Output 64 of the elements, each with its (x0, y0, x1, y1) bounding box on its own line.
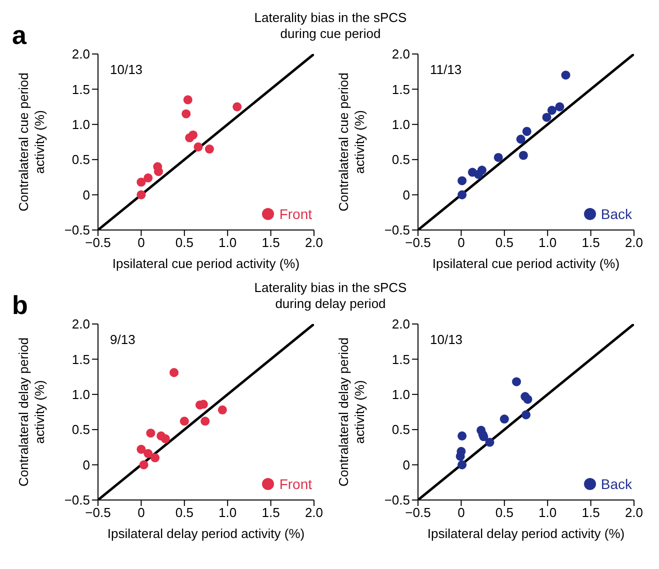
y-tick-label: 1.0 (392, 387, 410, 402)
y-tick-label: 0.5 (72, 422, 90, 438)
y-tick-label: 1.5 (392, 352, 410, 367)
text: b (12, 290, 28, 321)
legend-label: Back (600, 476, 632, 492)
x-tick-label: 1.5 (262, 505, 280, 520)
annotation: 10/13 (110, 62, 143, 77)
y-tick-label: −0.5 (64, 492, 90, 508)
x-tick-label: 0.5 (495, 235, 514, 250)
y-tick-label: 1.0 (72, 387, 90, 402)
x-tick-label: 0 (138, 235, 145, 250)
x-axis-title: Ipsilateral delay period activity (%) (107, 526, 305, 541)
x-tick-label: 1.0 (218, 235, 237, 250)
y-tick-label: 0 (402, 187, 410, 202)
x-tick-label: 1.0 (538, 235, 557, 250)
x-tick-label: 0.5 (495, 505, 514, 520)
x-tick-label: 0.5 (175, 235, 194, 250)
y-tick-label: 1.5 (72, 82, 90, 97)
y-axis-title: Contralateral cue period activity (%) (336, 72, 367, 212)
legend-label: Front (279, 476, 312, 492)
annotation: 10/13 (430, 332, 463, 347)
y-axis-title: Contralateral cue period activity (%) (16, 72, 47, 212)
x-tick-label: 2.0 (304, 235, 324, 250)
y-tick-label: 2.0 (72, 46, 90, 62)
x-axis-title: Ipsilateral delay period activity (%) (427, 526, 625, 541)
y-axis-title: Contralateral delay period activity (%) (336, 338, 367, 486)
x-tick-label: 2.0 (624, 235, 644, 250)
x-tick-label: 1.5 (582, 505, 600, 520)
x-tick-label: 2.0 (624, 505, 644, 520)
annotation: 9/13 (110, 332, 136, 347)
y-tick-label: 0 (82, 187, 90, 202)
y-tick-label: −0.5 (384, 492, 410, 508)
legend-label: Back (600, 206, 632, 222)
y-tick-label: 0.5 (72, 152, 90, 168)
y-tick-label: 0 (402, 457, 410, 472)
x-tick-label: 0 (458, 505, 465, 520)
y-tick-label: 1.0 (392, 117, 410, 132)
y-tick-label: 2.0 (392, 46, 410, 62)
x-tick-label: 1.0 (538, 505, 557, 520)
y-tick-label: 2.0 (72, 316, 90, 332)
x-tick-label: 1.5 (262, 235, 280, 250)
x-tick-label: 0 (458, 235, 465, 250)
x-tick-label: 1.5 (582, 235, 600, 250)
legend-label: Front (279, 206, 312, 222)
y-tick-label: −0.5 (64, 222, 90, 238)
annotation: 11/13 (430, 62, 462, 77)
x-axis-title: Ipsilateral cue period activity (%) (112, 256, 300, 271)
x-tick-label: 2.0 (304, 505, 324, 520)
x-axis-title: Ipsilateral cue period activity (%) (432, 256, 620, 271)
text: a (12, 20, 26, 51)
y-tick-label: 2.0 (392, 316, 410, 332)
y-tick-label: 0 (82, 457, 90, 472)
x-tick-label: 0 (138, 505, 145, 520)
y-tick-label: −0.5 (384, 222, 410, 238)
x-tick-label: 1.0 (218, 505, 237, 520)
chart-title: Laterality bias in the sPCS during delay period (254, 280, 407, 311)
y-tick-label: 1.0 (72, 117, 90, 132)
chart-title: Laterality bias in the sPCS during cue period (254, 10, 407, 41)
y-tick-label: 0.5 (392, 422, 410, 438)
y-tick-label: 1.5 (392, 82, 410, 97)
y-tick-label: 1.5 (72, 352, 90, 367)
y-axis-title: Contralateral delay period activity (%) (16, 338, 47, 486)
y-tick-label: 0.5 (392, 152, 410, 168)
x-tick-label: 0.5 (175, 505, 194, 520)
